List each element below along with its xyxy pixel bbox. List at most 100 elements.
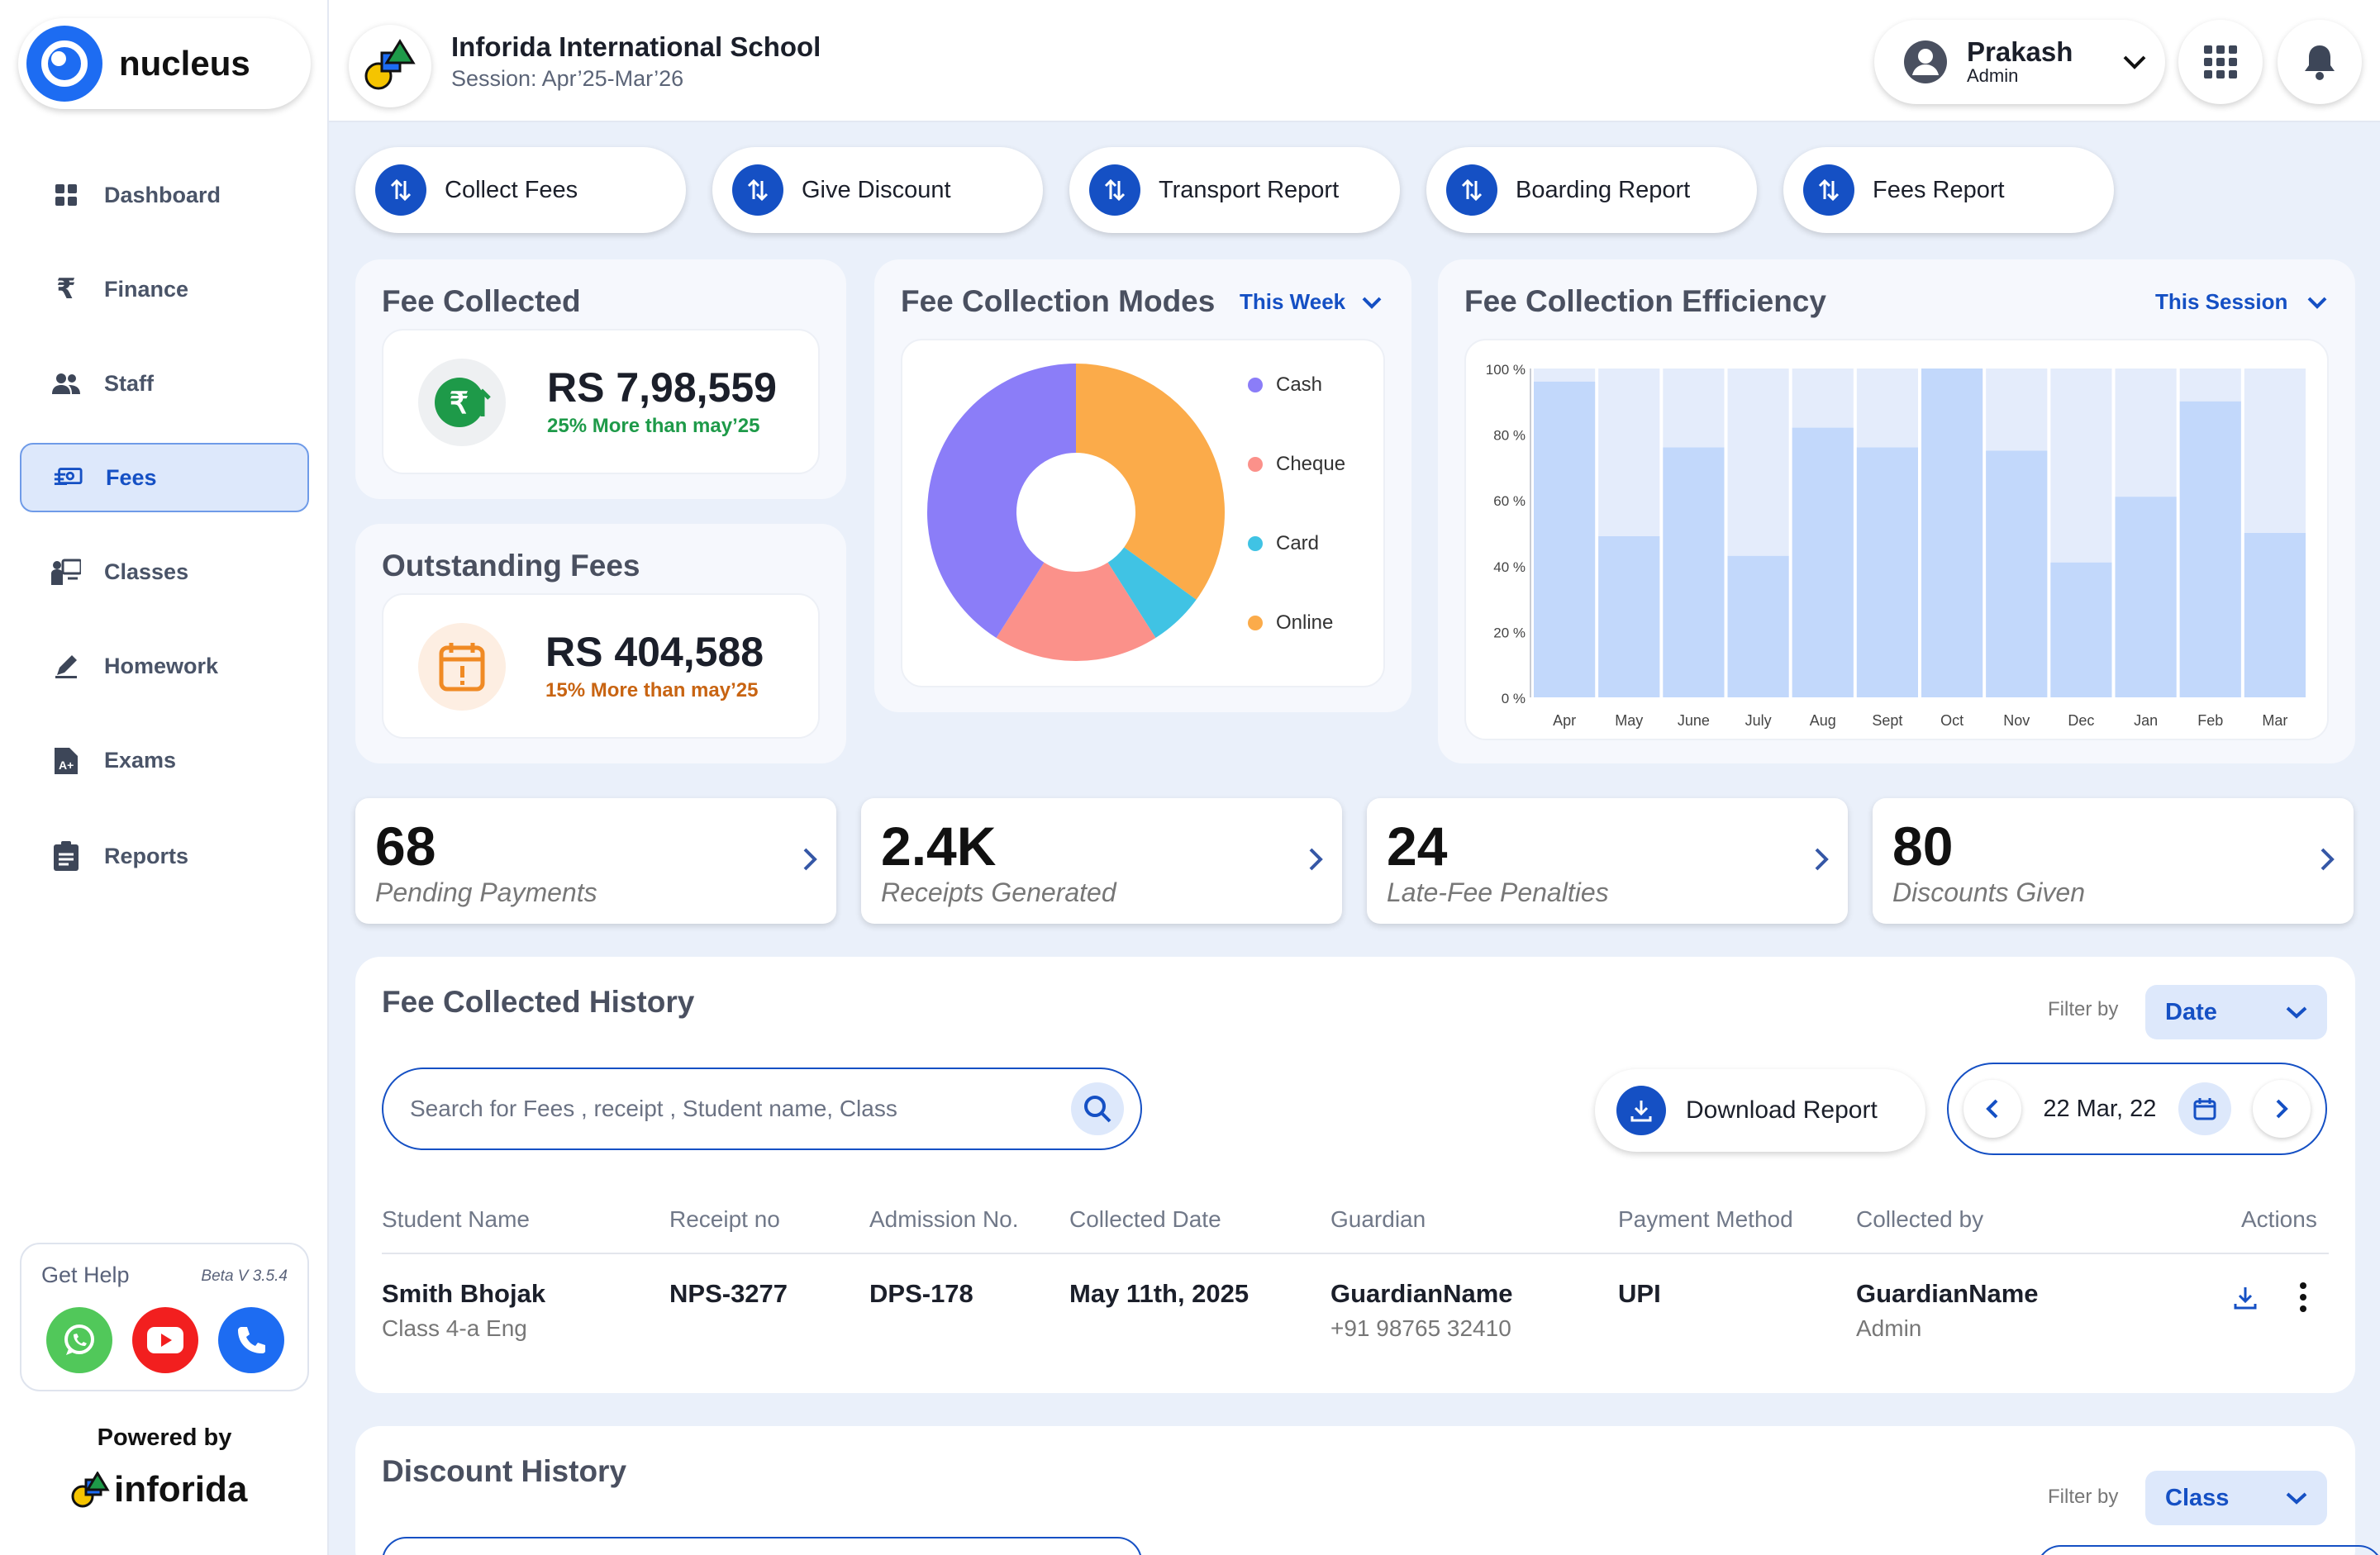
give-discount-button[interactable]: Give Discount xyxy=(712,147,1043,233)
bar-june[interactable] xyxy=(1663,447,1725,697)
column-header[interactable]: Admission No. xyxy=(869,1206,1019,1232)
pie-slice-cheque[interactable] xyxy=(996,562,1156,661)
modes-donut-chart xyxy=(927,364,1225,661)
bar-apr[interactable] xyxy=(1534,381,1596,697)
bar-dec[interactable] xyxy=(2050,562,2112,697)
inforida-brand-name: inforida xyxy=(114,1469,248,1510)
sidebar-item-staff[interactable]: Staff xyxy=(20,349,309,418)
x-tick-label: Feb xyxy=(2197,712,2223,729)
pie-slice-card[interactable] xyxy=(1107,547,1197,638)
swap-icon xyxy=(732,164,783,216)
sidebar-item-fees[interactable]: Fees xyxy=(20,443,309,512)
bar-feb[interactable] xyxy=(2179,401,2241,697)
discount-filter-select[interactable]: Class xyxy=(2145,1471,2327,1525)
bar-mar[interactable] xyxy=(2244,533,2306,697)
call-button[interactable] xyxy=(218,1307,284,1373)
bar-nov[interactable] xyxy=(1986,450,2048,698)
fee-history-title: Fee Collected History xyxy=(382,985,695,1019)
column-header[interactable]: Receipt no xyxy=(669,1206,780,1232)
bar-sept[interactable] xyxy=(1856,447,1918,697)
bar-aug[interactable] xyxy=(1792,427,1854,697)
y-tick-label: 40 % xyxy=(1493,559,1526,575)
brand-logo[interactable]: nucleus xyxy=(18,18,311,109)
history-filter-select[interactable]: Date xyxy=(2145,985,2327,1039)
chevron-left-icon xyxy=(1986,1099,1998,1119)
next-date-button[interactable] xyxy=(2252,1080,2311,1138)
bar-july[interactable] xyxy=(1727,555,1789,697)
discount-history-section: Discount History Filter by Class xyxy=(355,1426,2380,1555)
grid-icon xyxy=(51,180,81,210)
fees-report-button[interactable]: Fees Report xyxy=(1783,147,2114,233)
discount-history-title: Discount History xyxy=(382,1454,627,1488)
modes-chart-box: Cash Cheque Card Online xyxy=(901,339,1385,687)
calendar-icon xyxy=(2193,1098,2216,1120)
fee-history-section: Fee Collected History Filter by Date Sea… xyxy=(355,957,2355,1393)
svg-text:₹: ₹ xyxy=(450,386,469,420)
youtube-button[interactable] xyxy=(132,1307,198,1373)
top-header: Inforida International School Session: A… xyxy=(329,0,2380,122)
kpi-receipts-generated[interactable]: 2.4K Receipts Generated xyxy=(861,798,1342,924)
sidebar-item-label: Reports xyxy=(104,843,189,868)
sidebar-item-finance[interactable]: ₹ Finance xyxy=(20,254,309,324)
bar-may[interactable] xyxy=(1598,535,1660,697)
notifications-button[interactable] xyxy=(2278,20,2362,104)
quick-action-label: Transport Report xyxy=(1159,176,1340,203)
user-name: Prakash xyxy=(1967,36,2073,67)
apps-button[interactable] xyxy=(2178,20,2263,104)
bar-jan[interactable] xyxy=(2115,497,2177,697)
discount-search-input[interactable] xyxy=(382,1537,1142,1555)
kpi-value: 2.4K xyxy=(881,816,997,877)
guardian-name: GuardianName xyxy=(1330,1279,1513,1308)
calendar-button[interactable] xyxy=(2178,1082,2231,1135)
sidebar-item-homework[interactable]: Homework xyxy=(20,631,309,701)
chevron-down-icon xyxy=(2286,1492,2307,1505)
whatsapp-button[interactable] xyxy=(46,1307,112,1373)
user-menu[interactable]: Prakash Admin xyxy=(1874,20,2165,104)
chevron-right-icon xyxy=(1309,848,1323,871)
inforida-logo-icon xyxy=(71,1472,110,1508)
kpi-discounts-given[interactable]: 80 Discounts Given xyxy=(1873,798,2354,924)
column-header[interactable]: Collected by xyxy=(1856,1206,1984,1232)
legend-item-cash: Cash xyxy=(1248,373,1322,397)
swap-icon xyxy=(1803,164,1854,216)
session-label: Session: Apr’25-Mar’26 xyxy=(451,66,684,91)
sidebar-item-dashboard[interactable]: Dashboard xyxy=(20,160,309,230)
download-report-button[interactable]: Download Report xyxy=(1595,1069,1925,1152)
sidebar-item-classes[interactable]: Classes xyxy=(20,537,309,606)
kpi-value: 24 xyxy=(1387,816,1448,877)
column-header[interactable]: Payment Method xyxy=(1618,1206,1793,1232)
column-header[interactable]: Student Name xyxy=(382,1206,530,1232)
quick-action-label: Boarding Report xyxy=(1516,176,1691,203)
prev-date-button[interactable] xyxy=(1963,1080,2021,1138)
legend-dot xyxy=(1248,378,1263,392)
kpi-late-fee-penalties[interactable]: 24 Late-Fee Penalties xyxy=(1367,798,1848,924)
sidebar-item-reports[interactable]: Reports xyxy=(20,821,309,891)
column-header[interactable]: Guardian xyxy=(1330,1206,1426,1232)
modes-period-dropdown[interactable]: This Week xyxy=(1240,289,1382,315)
bell-icon xyxy=(2305,45,2335,80)
kpi-label: Discounts Given xyxy=(1892,877,2085,907)
chevron-right-icon xyxy=(2276,1099,2288,1119)
column-header[interactable]: Collected Date xyxy=(1069,1206,1221,1232)
table-row[interactable]: Smith Bhojak Class 4-a Eng NPS-3277 DPS-… xyxy=(355,1269,2355,1377)
discount-date-picker[interactable] xyxy=(2036,1545,2380,1555)
search-button[interactable] xyxy=(1071,1082,1124,1135)
efficiency-period-dropdown[interactable]: This Session xyxy=(2155,289,2327,315)
x-tick-label: Nov xyxy=(2003,712,2030,729)
x-tick-label: Oct xyxy=(1940,712,1963,729)
bar-oct[interactable] xyxy=(1921,369,1983,697)
pie-slice-online[interactable] xyxy=(1076,364,1225,600)
download-icon[interactable] xyxy=(2231,1284,2259,1312)
pie-slice-cash[interactable] xyxy=(927,364,1076,638)
transport-report-button[interactable]: Transport Report xyxy=(1069,147,1400,233)
fee-search-input[interactable]: Search for Fees , receipt , Student name… xyxy=(382,1068,1142,1150)
outstanding-fees-card: Outstanding Fees RS 404,588 15% More tha… xyxy=(355,524,846,763)
sidebar-item-exams[interactable]: A+ Exams xyxy=(20,725,309,795)
kpi-pending-payments[interactable]: 68 Pending Payments xyxy=(355,798,836,924)
more-options-icon[interactable] xyxy=(2297,1281,2309,1314)
kpi-label: Late-Fee Penalties xyxy=(1387,877,1609,907)
pencil-icon xyxy=(51,651,81,681)
collect-fees-button[interactable]: Collect Fees xyxy=(355,147,686,233)
avatar-icon xyxy=(1904,40,1947,83)
boarding-report-button[interactable]: Boarding Report xyxy=(1426,147,1757,233)
